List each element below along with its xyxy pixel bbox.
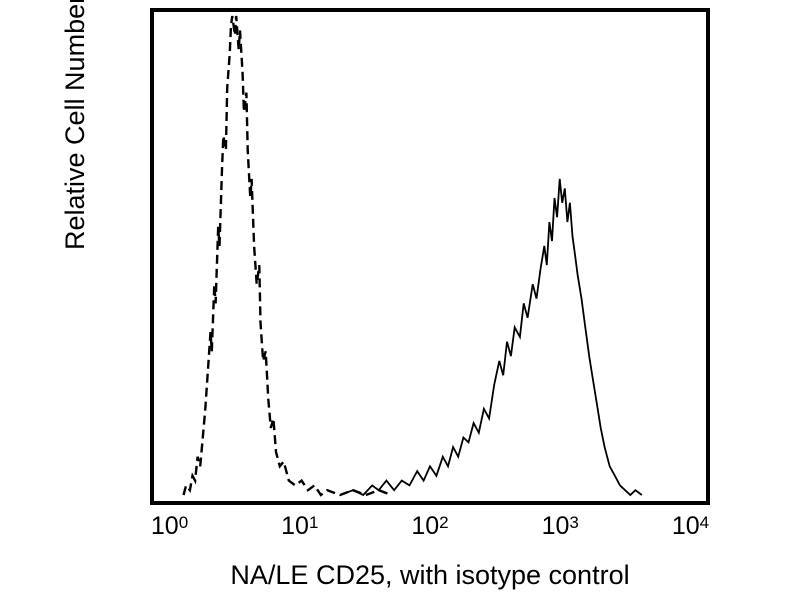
x-tick-label-10e0: 100 (150, 512, 189, 540)
isotype-control-curve (182, 15, 392, 497)
plot-area (150, 8, 710, 505)
histogram-svg (182, 15, 643, 497)
x-tick-label-10e2: 102 (411, 512, 449, 540)
x-axis-ticks: 100 101 102 103 104 (150, 512, 710, 546)
cd25-curve (339, 178, 643, 497)
x-tick-label-10e1: 101 (281, 512, 319, 540)
x-axis-title: NA/LE CD25, with isotype control (230, 560, 630, 590)
x-tick-label-10e3: 103 (541, 512, 579, 540)
x-tick-label-10e4: 104 (671, 512, 710, 540)
